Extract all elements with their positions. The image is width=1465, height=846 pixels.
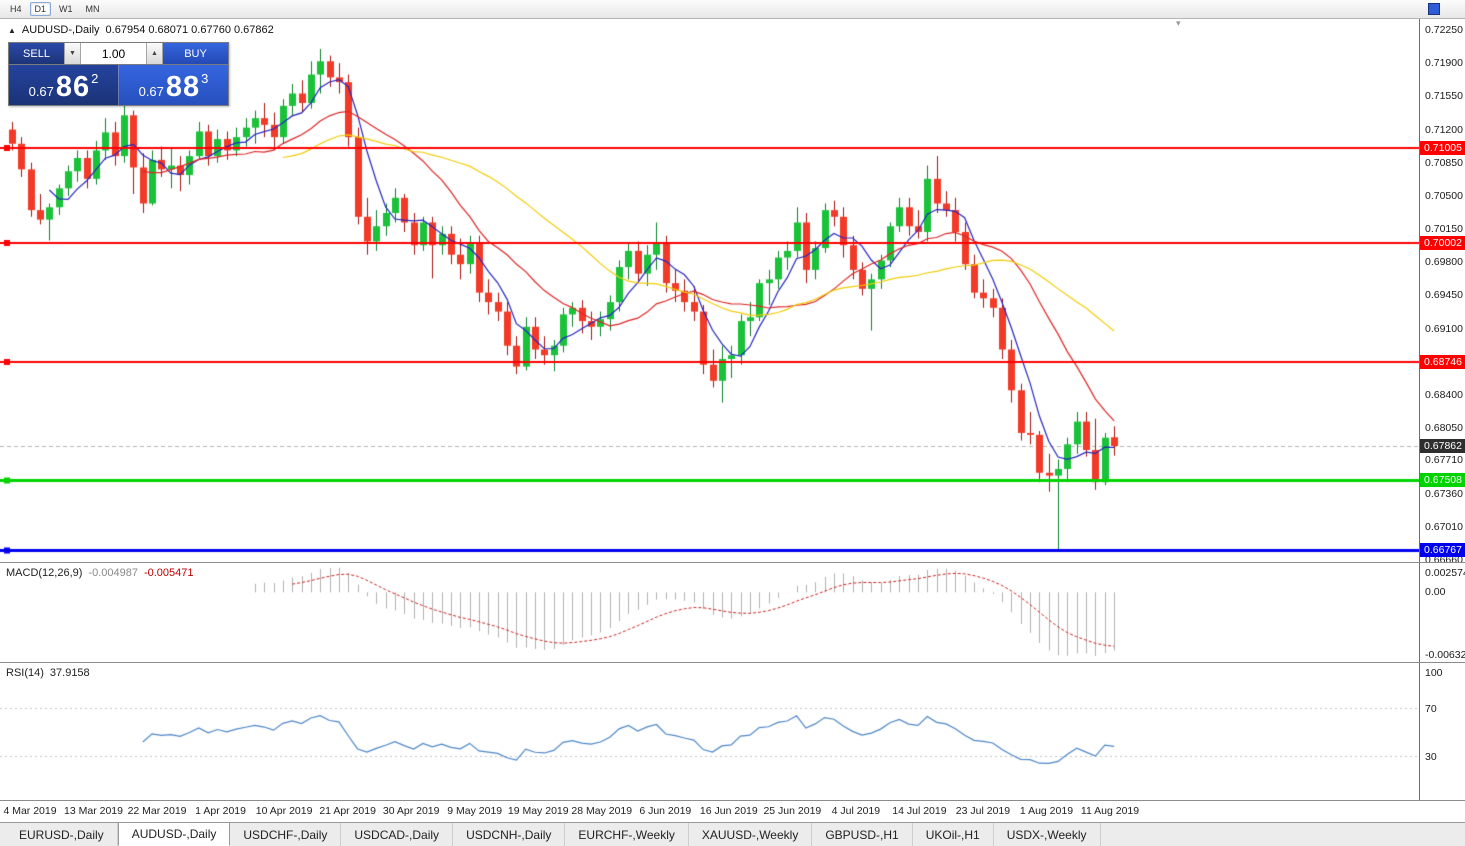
price-tick-label: 0.71200 xyxy=(1425,123,1463,136)
buy-price-display[interactable]: 0.67 88 3 xyxy=(119,65,228,105)
timeframe-toolbar: H4 D1 W1 MN xyxy=(0,0,1465,19)
macd-indicator-label: MACD(12,26,9) -0.004987 -0.005471 xyxy=(6,567,194,579)
timeframe-w1-button[interactable]: W1 xyxy=(54,2,78,16)
date-label: 10 Apr 2019 xyxy=(255,805,313,817)
triangle-down-icon: ▼ xyxy=(69,50,76,57)
hline-price-badge: 0.70002 xyxy=(1420,236,1465,251)
sell-price-display[interactable]: 0.67 86 2 xyxy=(9,65,119,105)
volume-input[interactable] xyxy=(81,43,146,64)
date-label: 4 Mar 2019 xyxy=(3,805,57,817)
rsi-indicator-label: RSI(14) 37.9158 xyxy=(6,667,90,679)
tab-audusd-daily[interactable]: AUDUSD-,Daily xyxy=(117,822,231,846)
price-tick-label: 0.69100 xyxy=(1425,322,1463,335)
date-label: 1 Aug 2019 xyxy=(1019,805,1074,817)
macd-axis-label: -0.006326 xyxy=(1425,649,1465,661)
rsi-value: 37.9158 xyxy=(49,667,90,679)
buy-price-pipette: 3 xyxy=(201,71,209,86)
sell-price-pipette: 2 xyxy=(91,71,99,86)
price-axis[interactable]: 0.72250 0.71900 0.71550 0.71200 0.70850 0.705… xyxy=(1419,18,1465,800)
rsi-pane-separator[interactable] xyxy=(0,662,1465,663)
date-label: 21 Apr 2019 xyxy=(319,805,376,817)
rsi-name: RSI(14) xyxy=(6,667,44,679)
hline-price-badge: 0.71005 xyxy=(1420,141,1465,156)
chart-symbol-period: AUDUSD-,Daily xyxy=(21,24,100,36)
macd-axis-label: 0.002574 xyxy=(1425,567,1465,579)
price-tick-label: 0.69800 xyxy=(1425,256,1463,269)
price-tick-label: 0.70150 xyxy=(1425,223,1463,236)
price-tick-label: 0.66660 xyxy=(1425,554,1463,566)
timeframe-d1-button[interactable]: D1 xyxy=(29,2,52,16)
tab-usdcad-daily[interactable]: USDCAD-,Daily xyxy=(341,823,454,846)
price-tick-label: 0.68050 xyxy=(1425,422,1463,435)
tab-ukoil-h1[interactable]: UKOil-,H1 xyxy=(913,823,994,846)
price-tick-label: 0.72250 xyxy=(1425,24,1463,36)
macd-main-value: -0.004987 xyxy=(88,567,138,579)
date-label: 6 Jun 2019 xyxy=(639,805,692,817)
chart-title: ▲ AUDUSD-,Daily 0.67954 0.68071 0.67760 … xyxy=(8,24,274,36)
rsi-axis-label: 100 xyxy=(1425,667,1443,679)
hline-price-badge: 0.68746 xyxy=(1420,355,1465,370)
date-label: 14 Jul 2019 xyxy=(892,805,947,817)
tab-xauusd-weekly[interactable]: XAUUSD-,Weekly xyxy=(689,823,813,846)
macd-signal-value: -0.005471 xyxy=(143,567,194,579)
date-label: 1 Apr 2019 xyxy=(195,805,246,817)
date-label: 19 May 2019 xyxy=(507,805,569,817)
date-label: 25 Jun 2019 xyxy=(763,805,822,817)
chart-window: ▲ AUDUSD-,Daily 0.67954 0.68071 0.67760 … xyxy=(0,18,1465,823)
volume-decrease-button[interactable]: ▼ xyxy=(64,43,81,64)
sell-button[interactable]: SELL xyxy=(9,43,64,64)
price-tick-label: 0.69450 xyxy=(1425,289,1463,302)
buy-button[interactable]: BUY xyxy=(163,43,228,64)
price-tick-label: 0.67710 xyxy=(1425,454,1463,467)
macd-axis-label: 0.00 xyxy=(1425,586,1446,599)
buy-price-prefix: 0.67 xyxy=(138,84,164,99)
tab-usdcnh-daily[interactable]: USDCNH-,Daily xyxy=(453,823,566,846)
price-tick-label: 0.67010 xyxy=(1425,520,1463,533)
rsi-axis-label: 30 xyxy=(1425,751,1437,763)
chart-icon: ▲ xyxy=(8,25,16,35)
sell-price-prefix: 0.67 xyxy=(28,84,54,99)
tab-eurchf-weekly[interactable]: EURCHF-,Weekly xyxy=(565,823,689,846)
date-label: 13 Mar 2019 xyxy=(64,805,123,817)
price-tick-label: 0.70500 xyxy=(1425,189,1463,202)
chart-shift-marker-icon: ▾ xyxy=(1176,18,1181,28)
time-axis[interactable]: 4 Mar 2019 13 Mar 2019 22 Mar 2019 1 Apr 20… xyxy=(0,800,1465,823)
price-chart-canvas[interactable] xyxy=(0,18,1419,800)
macd-name: MACD(12,26,9) xyxy=(6,567,83,579)
macd-pane-separator[interactable] xyxy=(0,562,1465,563)
rsi-axis-label: 70 xyxy=(1425,703,1437,715)
price-tick-label: 0.70850 xyxy=(1425,156,1463,169)
triangle-up-icon: ▲ xyxy=(151,50,158,57)
tab-usdchf-daily[interactable]: USDCHF-,Daily xyxy=(230,823,342,846)
sell-price-big: 86 xyxy=(55,71,91,103)
date-label: 22 Mar 2019 xyxy=(127,805,187,817)
volume-increase-button[interactable]: ▲ xyxy=(146,43,163,64)
timeframe-mn-button[interactable]: MN xyxy=(81,2,105,16)
chart-tabs-bar: EURUSD-,Daily AUDUSD-,Daily USDCHF-,Daily U… xyxy=(0,822,1465,846)
tab-usdx-weekly[interactable]: USDX-,Weekly xyxy=(994,823,1101,846)
chart-ohlc-values: 0.67954 0.68071 0.67760 0.67862 xyxy=(105,24,274,36)
date-label: 16 Jun 2019 xyxy=(699,805,758,817)
buy-price-big: 88 xyxy=(165,71,201,103)
tab-eurusd-daily[interactable]: EURUSD-,Daily xyxy=(6,823,118,846)
tab-gbpusd-h1[interactable]: GBPUSD-,H1 xyxy=(812,823,913,846)
window-marker-icon xyxy=(1428,3,1440,15)
bid-price-badge: 0.67862 xyxy=(1420,439,1465,454)
date-label: 30 Apr 2019 xyxy=(382,805,440,817)
date-label: 9 May 2019 xyxy=(447,805,503,817)
date-label: 4 Jul 2019 xyxy=(831,805,881,817)
hline-price-badge: 0.66767 xyxy=(1420,542,1465,557)
price-tick-label: 0.71550 xyxy=(1425,90,1463,103)
timeframe-h4-button[interactable]: H4 xyxy=(5,2,27,16)
price-tick-label: 0.71900 xyxy=(1425,57,1463,70)
date-label: 23 Jul 2019 xyxy=(955,805,1011,817)
hline-price-badge: 0.67508 xyxy=(1420,472,1465,487)
price-tick-label: 0.68400 xyxy=(1425,389,1463,402)
date-label: 28 May 2019 xyxy=(571,805,633,817)
date-label: 11 Aug 2019 xyxy=(1080,805,1140,817)
price-tick-label: 0.67360 xyxy=(1425,487,1463,500)
